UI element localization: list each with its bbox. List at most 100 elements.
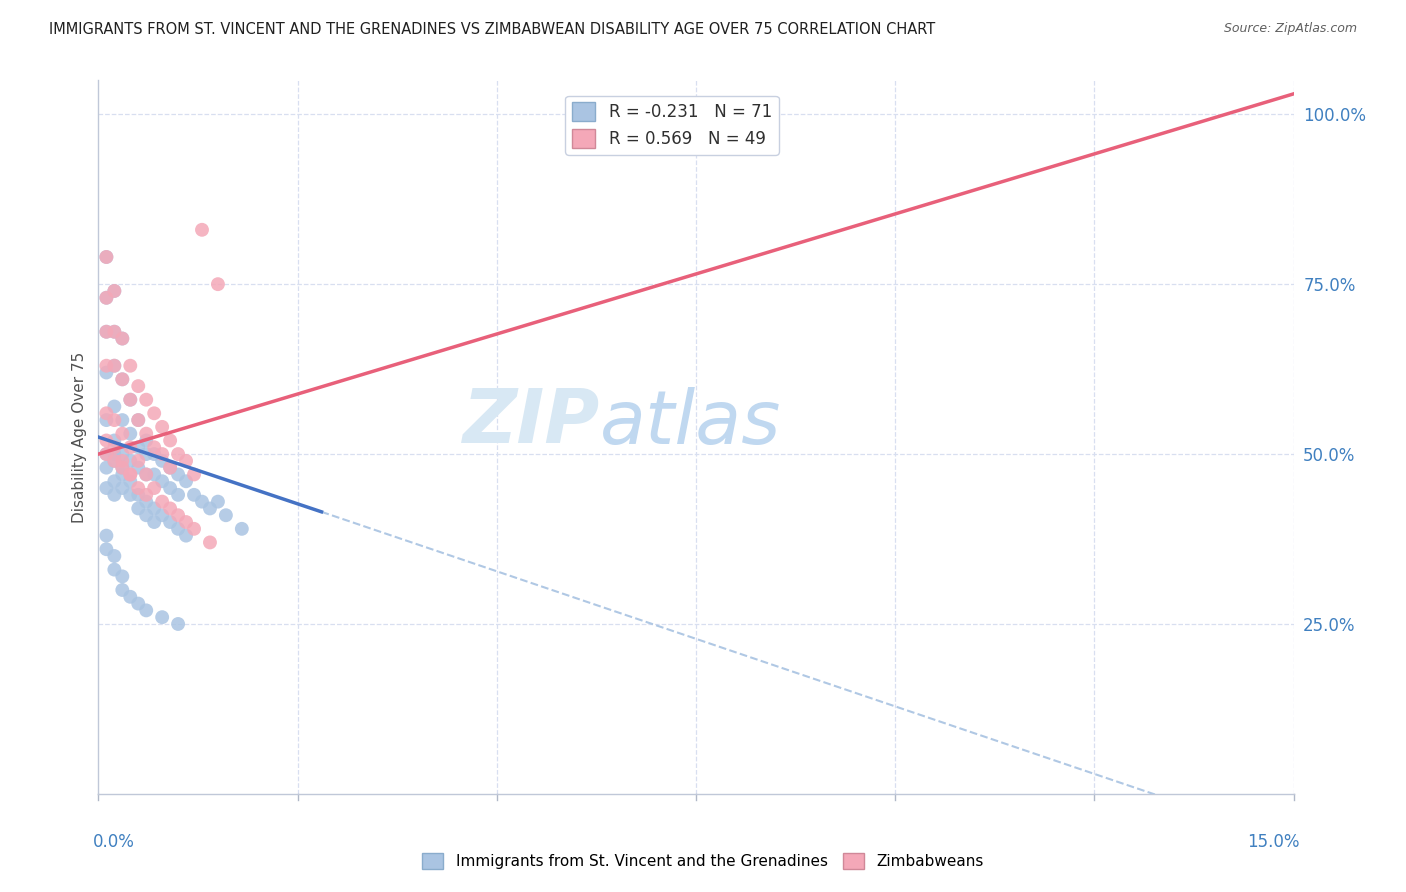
Point (111, 413, 134, 427)
Text: IMMIGRANTS FROM ST. VINCENT AND THE GRENADINES VS ZIMBABWEAN DISABILITY AGE OVER: IMMIGRANTS FROM ST. VINCENT AND THE GREN… (49, 22, 935, 37)
Legend: R = -0.231   N = 71, R = 0.569   N = 49: R = -0.231 N = 71, R = 0.569 N = 49 (565, 95, 779, 154)
Point (111, 372, 134, 386)
Point (135, 494, 157, 508)
Point (111, 447, 134, 461)
Point (198, 535, 221, 549)
Point (150, 494, 173, 508)
Point (103, 488, 125, 502)
Point (120, 467, 142, 482)
Point (159, 501, 181, 516)
Point (167, 488, 190, 502)
Point (96, 447, 118, 461)
Point (96, 291, 118, 305)
Point (103, 325, 125, 339)
Point (120, 426, 142, 441)
Point (135, 392, 157, 407)
Legend: Immigrants from St. Vincent and the Grenadines, Zimbabweans: Immigrants from St. Vincent and the Gren… (416, 847, 990, 875)
Point (103, 454, 125, 468)
Point (103, 400, 125, 414)
Point (174, 515, 197, 529)
Point (96, 325, 118, 339)
Point (103, 475, 125, 489)
Point (111, 454, 134, 468)
Point (111, 460, 134, 475)
Point (127, 488, 149, 502)
Point (207, 494, 229, 508)
Point (198, 501, 221, 516)
Point (167, 522, 190, 536)
Point (96, 291, 118, 305)
Text: 15.0%: 15.0% (1247, 833, 1299, 851)
Point (143, 501, 166, 516)
Point (135, 447, 157, 461)
Y-axis label: Disability Age Over 75: Disability Age Over 75 (72, 351, 87, 523)
Point (96, 359, 118, 373)
Point (127, 454, 149, 468)
Point (96, 447, 118, 461)
Point (120, 440, 142, 454)
Point (215, 508, 238, 523)
Point (120, 590, 142, 604)
Point (150, 508, 173, 523)
Point (143, 515, 166, 529)
Point (127, 379, 149, 393)
Point (103, 413, 125, 427)
Point (231, 522, 253, 536)
Point (120, 467, 142, 482)
Point (183, 522, 205, 536)
Point (96, 528, 118, 542)
Point (103, 359, 125, 373)
Point (96, 460, 118, 475)
Point (135, 488, 157, 502)
Point (135, 508, 157, 523)
Point (183, 488, 205, 502)
Point (183, 467, 205, 482)
Point (174, 454, 197, 468)
Point (103, 325, 125, 339)
Point (96, 542, 118, 557)
Text: atlas: atlas (600, 387, 782, 458)
Point (96, 406, 118, 420)
Point (96, 481, 118, 495)
Point (167, 617, 190, 632)
Point (120, 454, 142, 468)
Text: ZIP: ZIP (463, 386, 600, 459)
Point (150, 420, 173, 434)
Point (167, 467, 190, 482)
Point (159, 481, 181, 495)
Point (103, 359, 125, 373)
Point (120, 488, 142, 502)
Point (207, 277, 229, 292)
Point (120, 392, 142, 407)
Point (103, 454, 125, 468)
Point (150, 610, 173, 624)
Point (127, 440, 149, 454)
Point (127, 460, 149, 475)
Point (103, 434, 125, 448)
Point (111, 582, 134, 597)
Point (150, 454, 173, 468)
Point (120, 475, 142, 489)
Point (111, 332, 134, 346)
Point (96, 250, 118, 264)
Point (120, 392, 142, 407)
Point (103, 549, 125, 563)
Point (135, 434, 157, 448)
Point (143, 467, 166, 482)
Point (159, 515, 181, 529)
Point (135, 467, 157, 482)
Point (127, 501, 149, 516)
Point (111, 460, 134, 475)
Point (103, 563, 125, 577)
Point (127, 597, 149, 611)
Text: Source: ZipAtlas.com: Source: ZipAtlas.com (1223, 22, 1357, 36)
Point (103, 284, 125, 298)
Point (96, 413, 118, 427)
Point (111, 426, 134, 441)
Point (96, 434, 118, 448)
Point (103, 447, 125, 461)
Point (120, 359, 142, 373)
Point (191, 223, 214, 237)
Point (111, 481, 134, 495)
Point (143, 440, 166, 454)
